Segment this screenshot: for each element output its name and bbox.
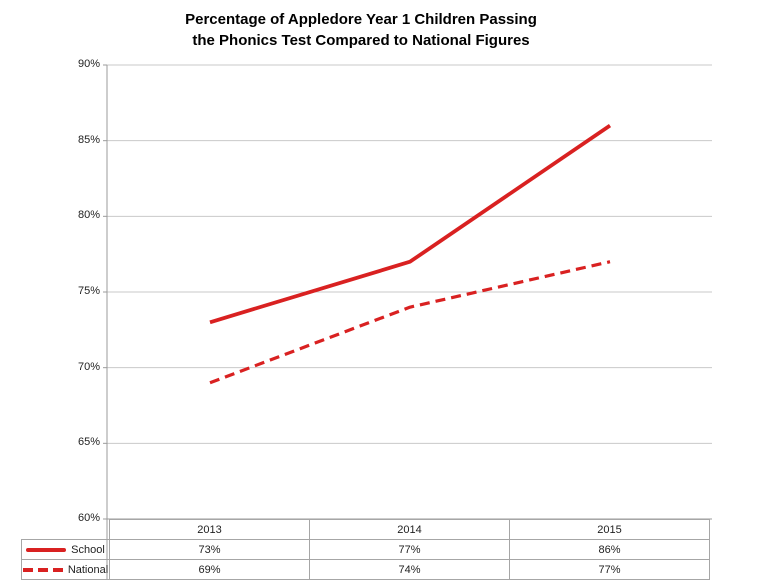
- y-tick-label-85: 85%: [77, 134, 100, 146]
- legend-school-label: School: [71, 543, 105, 556]
- y-tick-label-60: 60%: [77, 512, 100, 524]
- school-value-2013: 73%: [109, 539, 310, 560]
- y-tick-label-70: 70%: [77, 361, 100, 373]
- y-tick-label-65: 65%: [77, 436, 100, 448]
- data-table: 2013 2014 2015 School 73% 77% 86% Nation…: [21, 519, 710, 580]
- chart-title-line2: the Phonics Test Compared to National Fi…: [192, 32, 530, 49]
- chart-title-line1: Percentage of Appledore Year 1 Children …: [185, 11, 537, 28]
- table-row-school: School 73% 77% 86%: [21, 539, 710, 560]
- chart-title: Percentage of Appledore Year 1 Children …: [0, 9, 722, 51]
- y-tick-label-90: 90%: [77, 58, 100, 70]
- table-header-row: 2013 2014 2015: [22, 519, 710, 540]
- series-line-national: [209, 260, 611, 385]
- y-tick-label-80: 80%: [77, 209, 100, 221]
- national-value-2013: 69%: [109, 559, 310, 580]
- column-header-2015: 2015: [509, 519, 710, 540]
- legend-item-school: School: [21, 539, 110, 560]
- school-value-2014: 77%: [309, 539, 510, 560]
- y-tick-label-75: 75%: [77, 285, 100, 297]
- table-corner-cell: [22, 520, 110, 540]
- national-value-2015: 77%: [509, 559, 710, 580]
- legend-item-national: National: [21, 559, 110, 580]
- school-value-2015: 86%: [509, 539, 710, 560]
- column-header-2013: 2013: [109, 519, 310, 540]
- series-line-school: [209, 123, 612, 325]
- legend-national-label: National: [67, 563, 109, 576]
- school-solid-line-swatch-icon: [26, 547, 67, 552]
- table-row-national: National 69% 74% 77%: [21, 559, 710, 580]
- national-value-2014: 74%: [309, 559, 510, 580]
- national-dashed-line-swatch-icon: [22, 567, 63, 572]
- column-header-2014: 2014: [309, 519, 510, 540]
